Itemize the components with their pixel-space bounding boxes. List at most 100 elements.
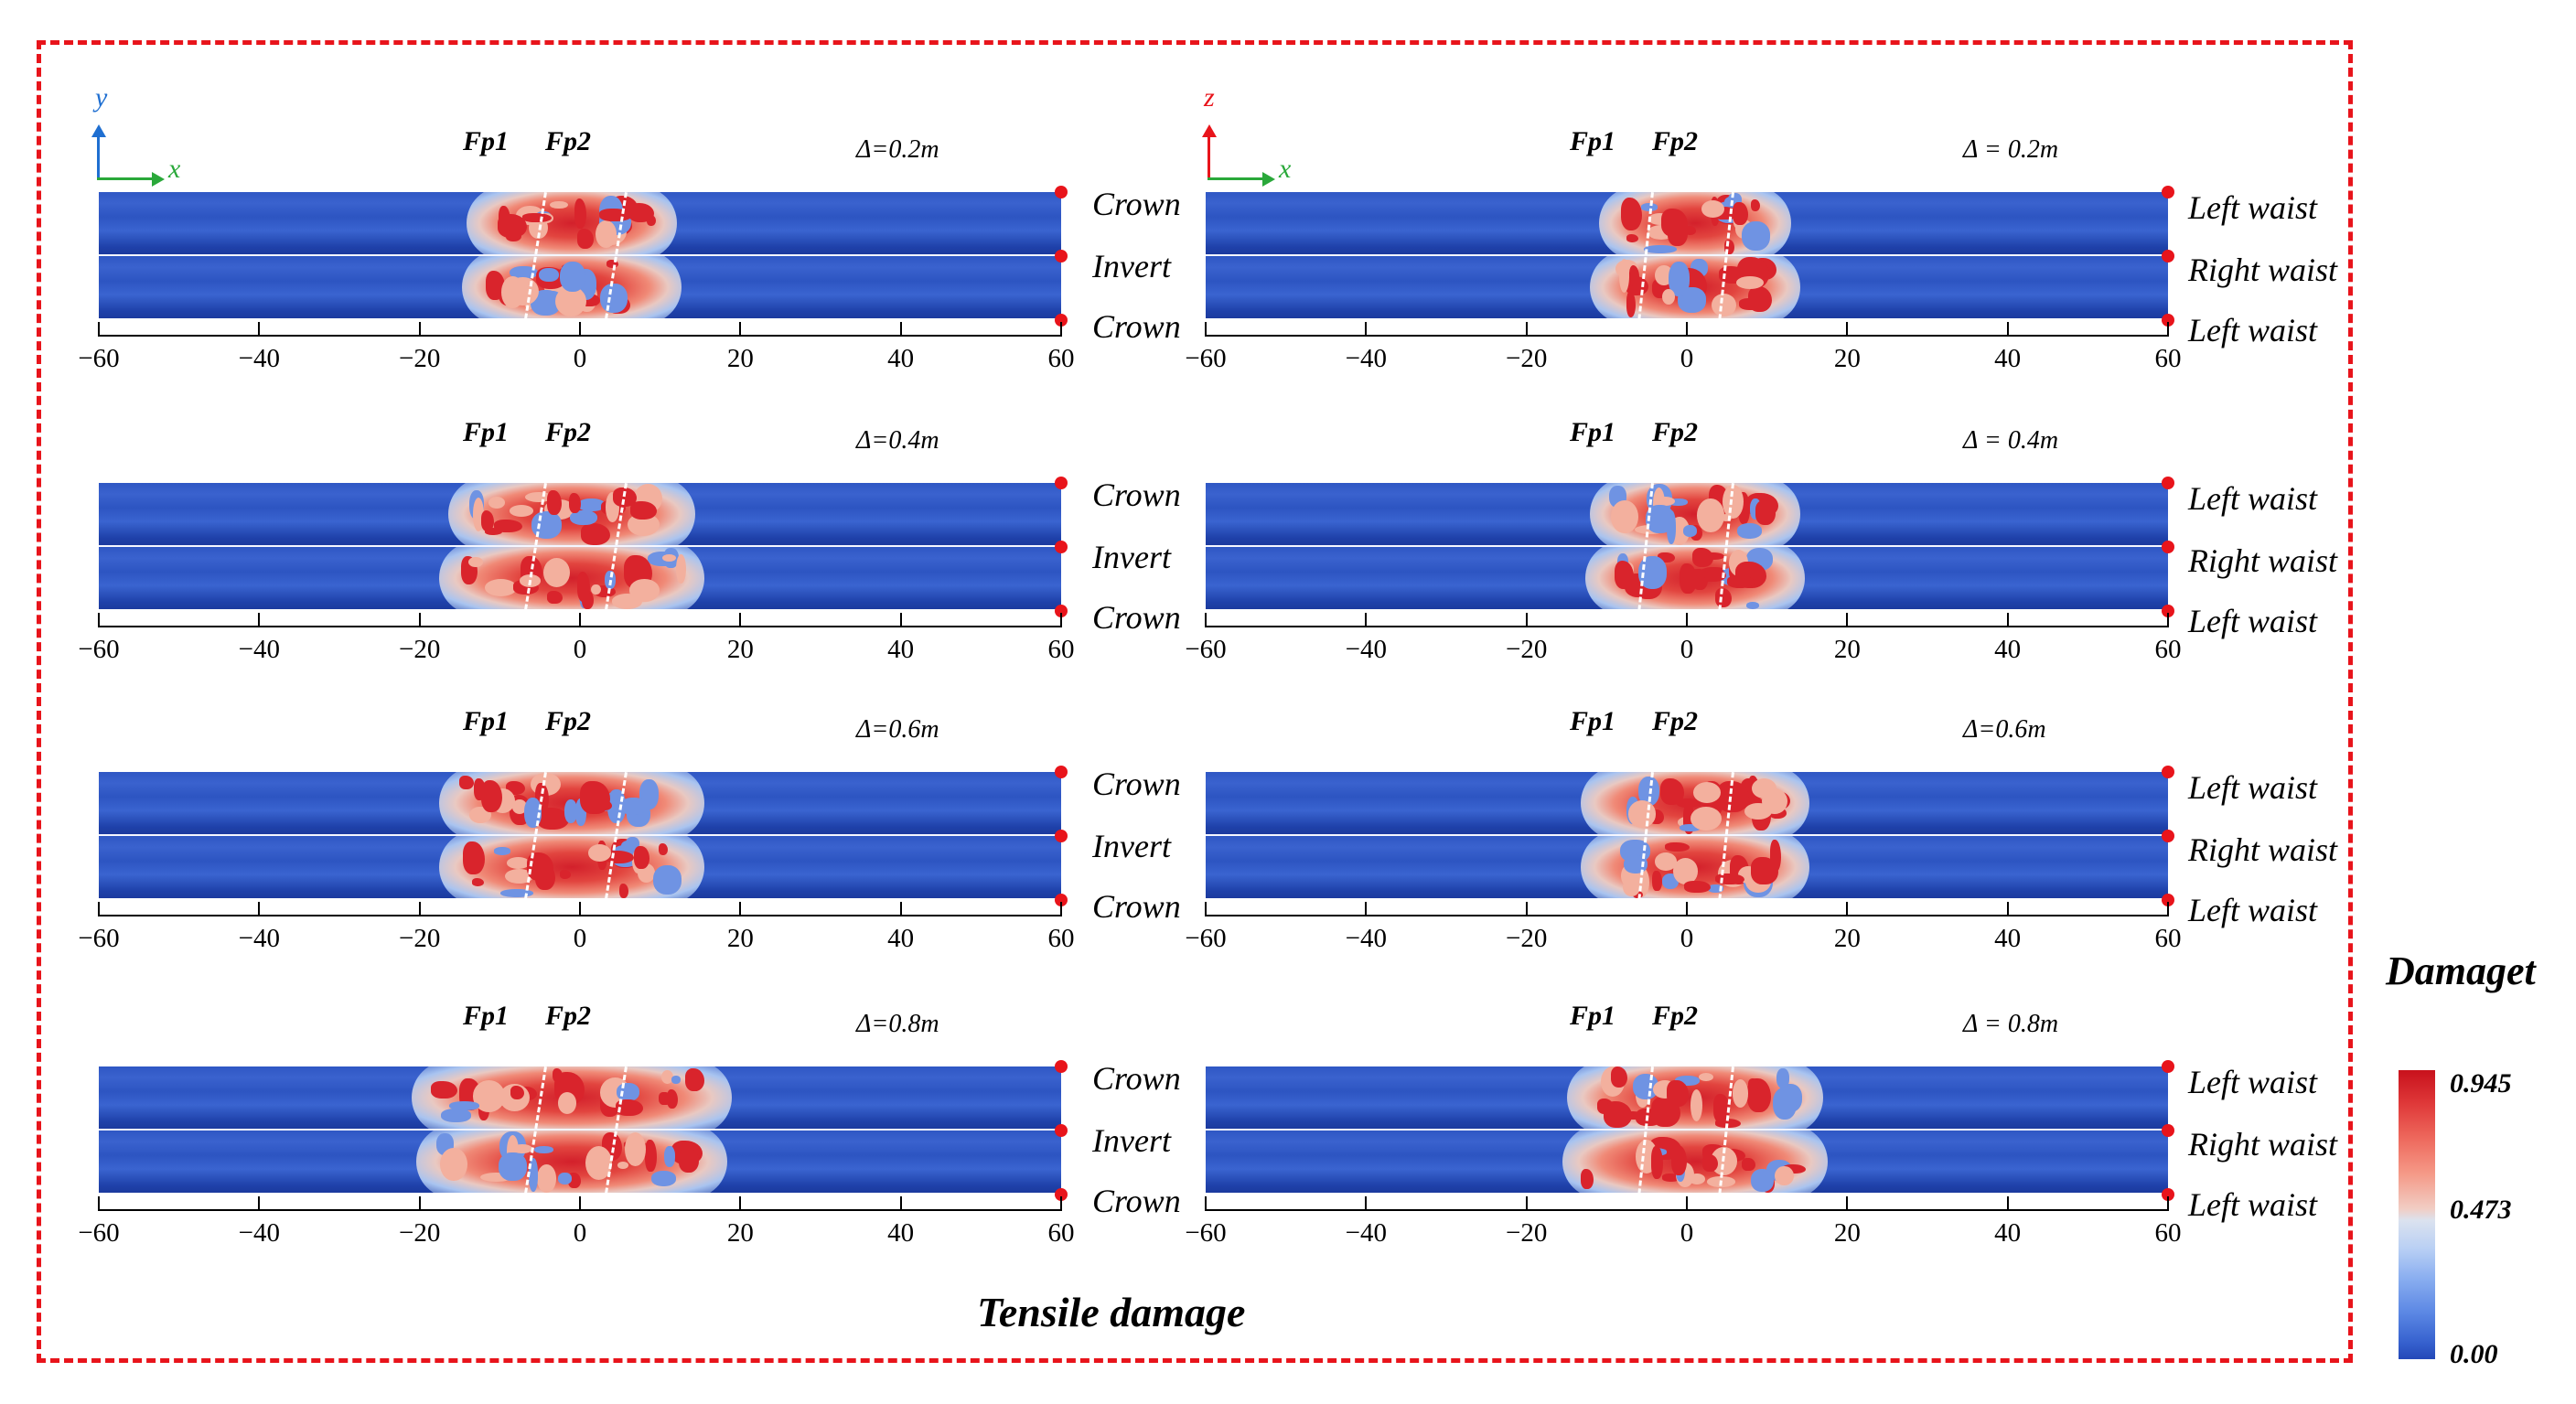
strip-separator <box>99 834 1061 836</box>
axis-tick-label: 40 <box>1994 1218 2022 1248</box>
axis-tick <box>579 902 581 916</box>
damage-patch <box>500 888 534 897</box>
displacement-label: Δ = 0.4m <box>1963 426 2059 455</box>
axis-tick <box>1686 613 1688 627</box>
axis-tick <box>1365 1196 1368 1211</box>
strip-separator <box>99 545 1061 547</box>
axis-tick <box>1846 902 1849 916</box>
axis-tick-label: 20 <box>726 924 754 953</box>
damage-patch <box>678 1148 700 1174</box>
damage-patch <box>1783 1163 1807 1174</box>
axis-tick-label: −20 <box>1505 924 1548 953</box>
displacement-label: Δ=0.4m <box>856 426 939 455</box>
axis-tick <box>2006 1196 2009 1211</box>
axis-tick <box>418 1196 421 1211</box>
damage-patch <box>671 1076 682 1085</box>
damage-patch <box>430 1080 457 1099</box>
damage-patch <box>546 590 563 605</box>
end-marker-dot <box>2162 830 2174 842</box>
damage-patch <box>440 1147 468 1182</box>
colorbar-title: Damaget <box>2386 949 2536 993</box>
axis-tick <box>739 1196 742 1211</box>
damage-patch <box>598 208 632 221</box>
left-panel-1: Fp1 Fp2 Δ=0.2m Crown Invert Crown −60 −40 −20 0 20… <box>78 119 1180 393</box>
axis-tick-label: −40 <box>1345 344 1387 373</box>
end-marker-dot <box>2162 894 2174 906</box>
axis-tick <box>258 613 261 627</box>
damage-patch <box>615 1099 643 1117</box>
axis-tick <box>1365 322 1368 337</box>
colorbar-min-label: 0.00 <box>2450 1339 2498 1369</box>
damage-patch <box>1736 523 1763 540</box>
z-axis-label: z <box>1204 82 1215 113</box>
damage-patch <box>675 553 686 584</box>
end-marker-dot <box>2162 605 2174 617</box>
axis-tick <box>2167 1196 2169 1211</box>
damage-patch <box>659 1091 671 1106</box>
axis-tick-label: −60 <box>1185 924 1227 953</box>
damage-patch <box>1774 1165 1794 1186</box>
axis-tick <box>418 322 421 337</box>
damage-patch <box>633 846 649 870</box>
end-marker-dot <box>2162 541 2174 553</box>
lower-tunnel-strip <box>99 836 1061 898</box>
damage-patch <box>580 523 610 545</box>
fp2-label: Fp2 <box>1652 417 1699 447</box>
damage-patch <box>613 487 638 508</box>
upper-tunnel-strip <box>1206 192 2168 254</box>
damage-patch <box>552 1068 564 1083</box>
displacement-label: Δ=0.6m <box>856 715 939 744</box>
position-label: Crown <box>1092 308 1181 345</box>
axis-tick-label: 0 <box>1680 1218 1694 1248</box>
damage-patch <box>519 573 541 587</box>
damage-patch <box>575 798 586 826</box>
axis-tick-label: −60 <box>1185 1218 1227 1248</box>
axis-tick <box>1846 1196 1849 1211</box>
damage-patch <box>1770 839 1782 873</box>
axis-tick-label: −20 <box>398 1218 441 1248</box>
tunnel-damage-contour <box>99 1060 1068 1201</box>
damage-patch <box>1699 1073 1713 1082</box>
fp2-label: Fp2 <box>545 417 592 447</box>
z-arrow-head-icon <box>1202 124 1217 137</box>
upper-tunnel-strip <box>99 192 1061 254</box>
axis-tick-label: 0 <box>1680 924 1694 953</box>
damage-patch <box>1662 288 1676 305</box>
damage-patch <box>1627 799 1657 828</box>
x-axis-arrow <box>1208 177 1264 180</box>
damage-patch <box>1655 497 1675 507</box>
damage-patch <box>463 841 485 874</box>
axis-tick <box>98 902 100 916</box>
damage-patch <box>1755 500 1776 526</box>
lower-tunnel-strip <box>99 1131 1061 1193</box>
axis-tick-label: 0 <box>573 924 587 953</box>
axis-tick-label: −20 <box>1505 635 1548 664</box>
damage-patch <box>564 799 578 824</box>
damage-patch <box>526 852 554 882</box>
strip-separator <box>99 1129 1061 1131</box>
upper-tunnel-strip <box>99 483 1061 545</box>
damage-patch <box>645 1139 658 1173</box>
tunnel-damage-contour <box>1206 186 2174 327</box>
damage-patch <box>512 1144 532 1154</box>
end-marker-dot <box>1055 1060 1068 1073</box>
fp2-label: Fp2 <box>545 1001 592 1031</box>
axis-tick-label: −20 <box>398 344 441 373</box>
axis-tick <box>1686 902 1688 916</box>
axis-tick-label: 40 <box>1994 344 2022 373</box>
axis-tick-label: −60 <box>78 1218 120 1248</box>
end-marker-dot <box>1055 541 1068 553</box>
damage-patch <box>449 1101 480 1110</box>
axis-tick-label: 40 <box>887 924 915 953</box>
axis-tick-label: 40 <box>887 635 915 664</box>
x-arrow-head-icon <box>152 172 165 187</box>
damage-patch <box>684 1068 704 1091</box>
damage-patch <box>511 799 528 814</box>
fp2-label: Fp2 <box>1652 1001 1699 1031</box>
damage-patch <box>1646 505 1674 533</box>
end-marker-dot <box>1055 1124 1068 1137</box>
position-label: Right waist <box>2188 1126 2338 1163</box>
axis-tick <box>98 613 100 627</box>
axis-tick <box>1525 1196 1528 1211</box>
damage-patch <box>480 510 495 531</box>
